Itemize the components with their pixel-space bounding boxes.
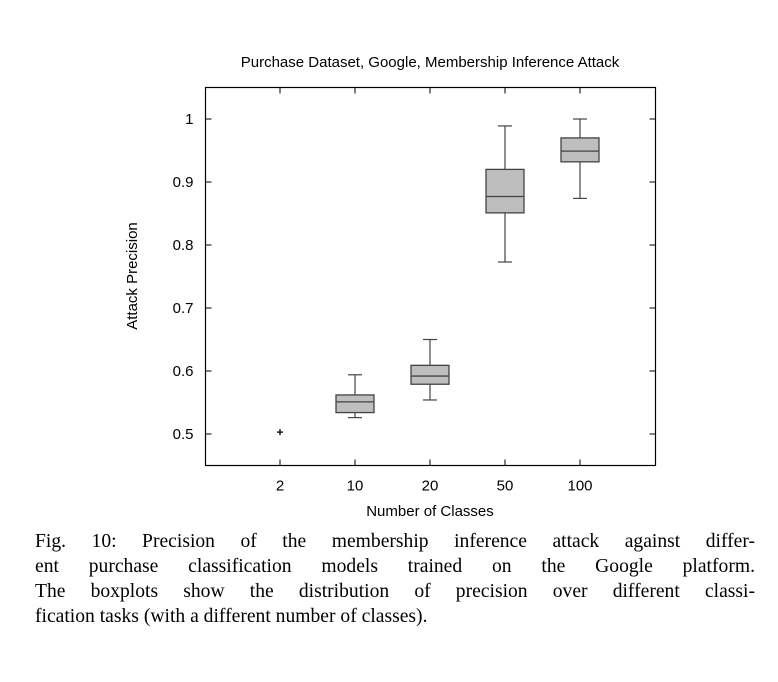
y-tick-label: 0.5 bbox=[173, 426, 194, 443]
x-axis-label: Number of Classes bbox=[366, 503, 494, 520]
caption-line: ent purchase classification models train… bbox=[35, 556, 755, 577]
chart-title: Purchase Dataset, Google, Membership Inf… bbox=[241, 54, 620, 71]
y-tick-label: 0.9 bbox=[173, 174, 194, 191]
x-tick-label: 100 bbox=[567, 478, 592, 495]
box-10 bbox=[335, 374, 375, 419]
box-iqr bbox=[560, 137, 600, 163]
x-tick-label: 20 bbox=[422, 478, 439, 495]
x-tick-label: 50 bbox=[497, 478, 514, 495]
box-iqr bbox=[410, 364, 450, 385]
box-iqr bbox=[335, 394, 375, 414]
caption-line: Fig. 10: Precision of the membership inf… bbox=[35, 531, 755, 552]
boxplot-chart: Purchase Dataset, Google, Membership Inf… bbox=[124, 54, 657, 520]
y-tick-label: 0.8 bbox=[173, 237, 194, 254]
x-tick-label: 2 bbox=[276, 478, 284, 495]
caption-line: The boxplots show the distribution of pr… bbox=[35, 581, 755, 602]
x-tick-label: 10 bbox=[347, 478, 364, 495]
y-axis-label: Attack Precision bbox=[124, 222, 141, 330]
box-2 bbox=[277, 429, 283, 436]
box-50 bbox=[485, 125, 525, 263]
y-tick-label: 0.6 bbox=[173, 363, 194, 380]
figure-caption: Fig. 10: Precision of the membership inf… bbox=[35, 529, 755, 629]
box-100 bbox=[560, 118, 600, 199]
y-tick-label: 0.7 bbox=[173, 300, 194, 317]
box-iqr bbox=[485, 168, 525, 214]
box-20 bbox=[410, 338, 450, 401]
y-tick-label: 1 bbox=[185, 111, 193, 128]
caption-line: fication tasks (with a different number … bbox=[35, 606, 428, 627]
